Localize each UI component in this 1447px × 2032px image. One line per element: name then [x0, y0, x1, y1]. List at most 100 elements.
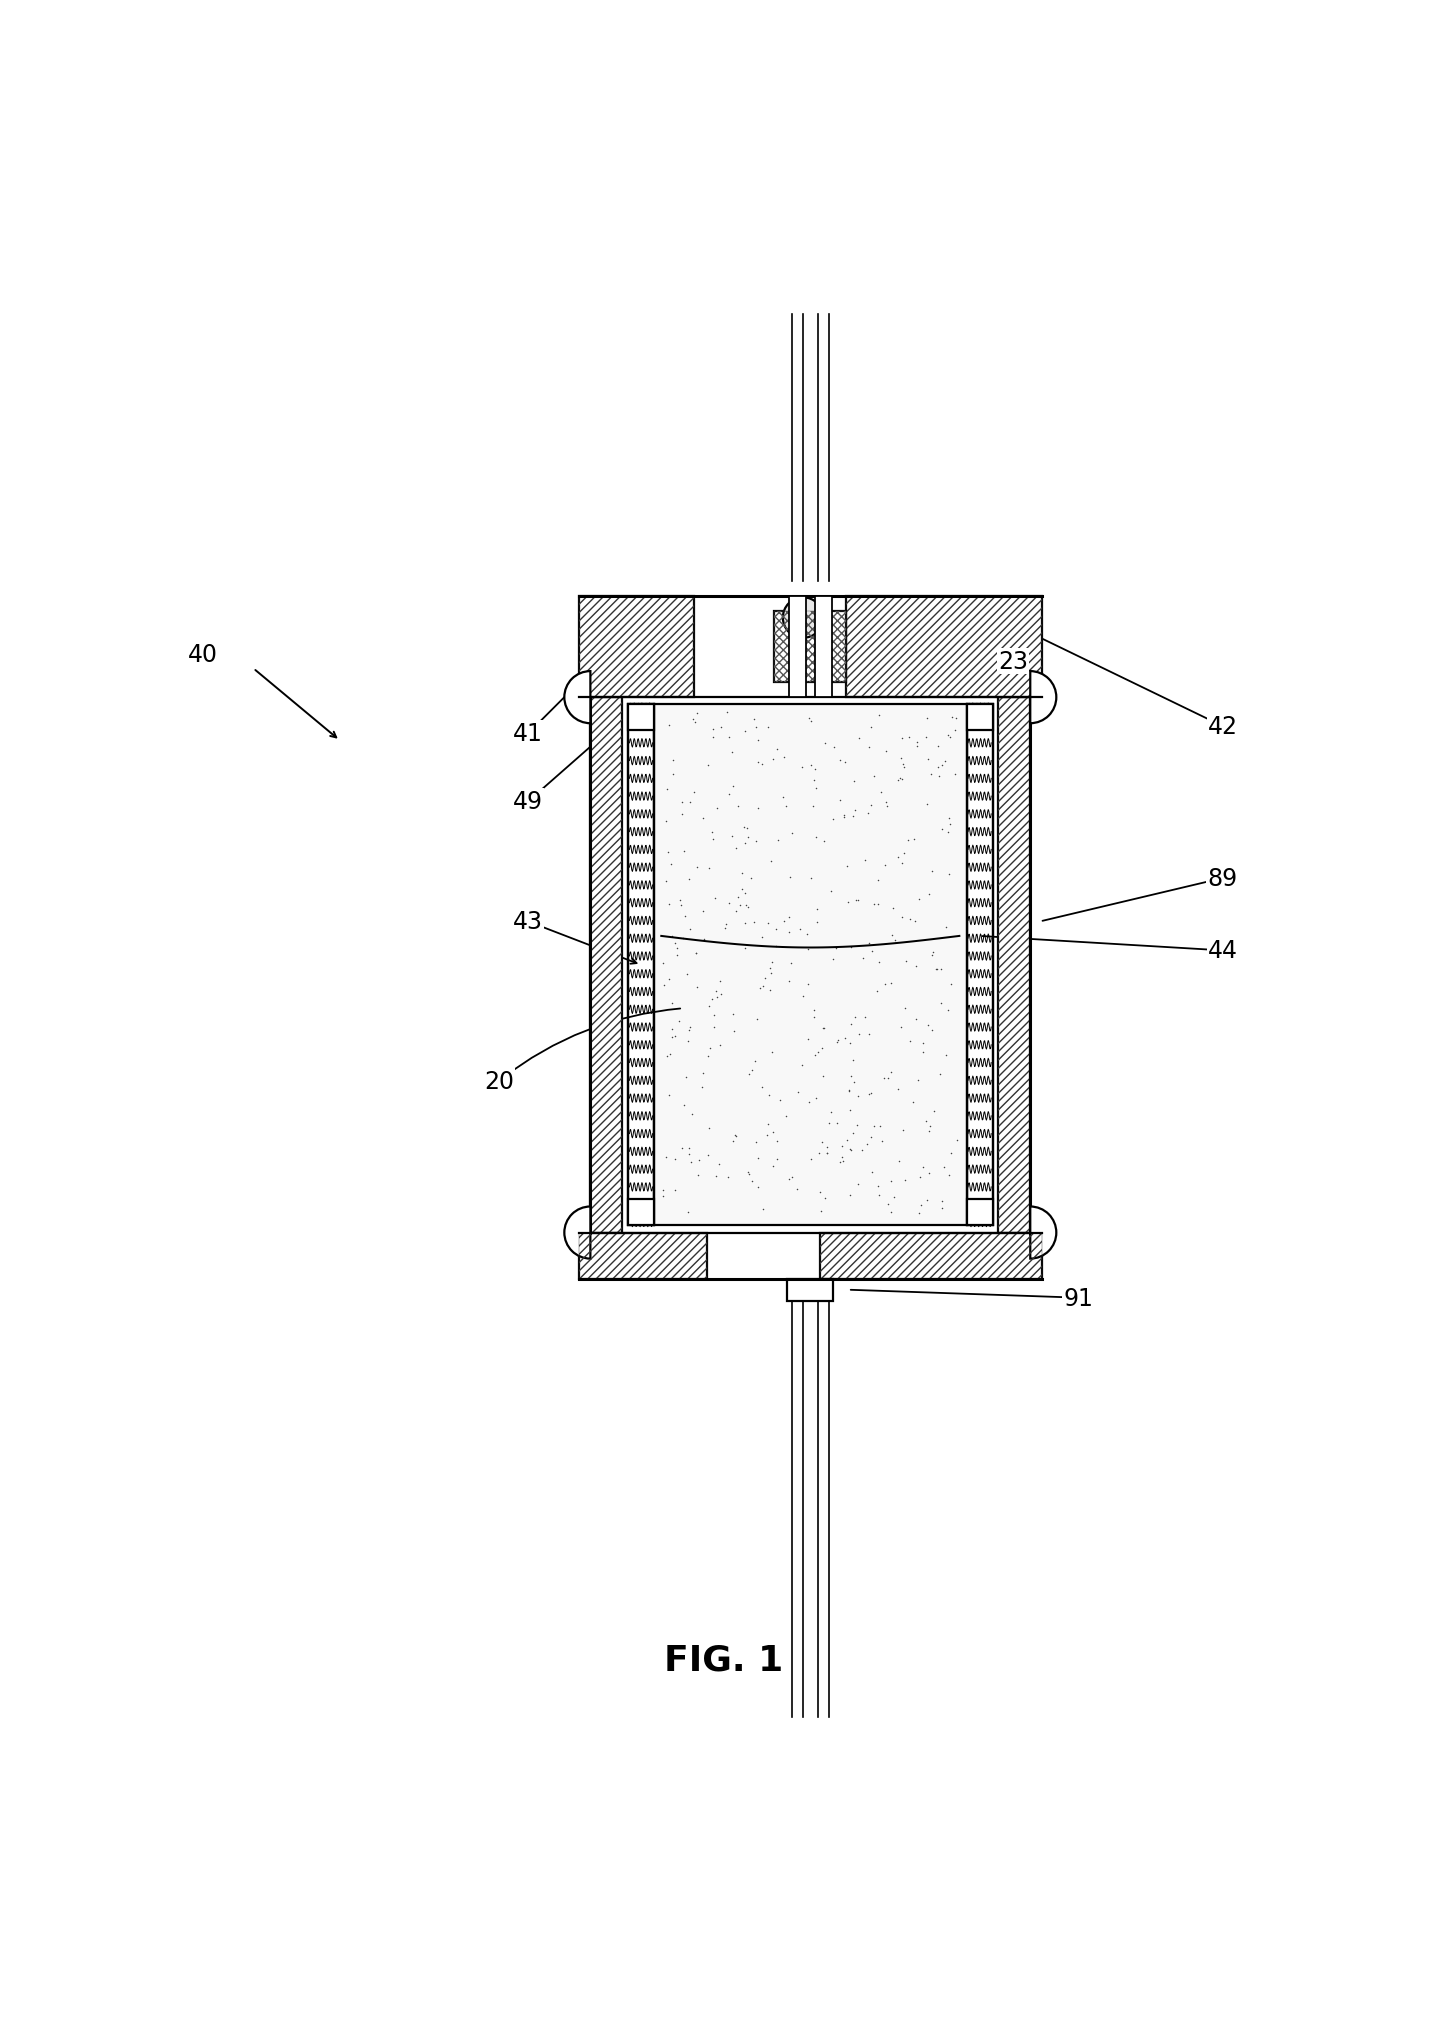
Point: [697, 990, 721, 1022]
Point: [906, 729, 929, 762]
Point: [877, 1063, 900, 1095]
Point: [838, 1179, 861, 1211]
Point: [920, 939, 943, 971]
Wedge shape: [564, 673, 590, 723]
Point: [734, 906, 757, 939]
Point: [867, 1170, 890, 1203]
Point: [891, 1114, 915, 1146]
Point: [812, 1012, 835, 1044]
Point: [943, 758, 967, 790]
Point: [841, 801, 864, 833]
Point: [724, 1120, 747, 1152]
Point: [765, 1142, 789, 1174]
Point: [802, 994, 825, 1026]
Point: [663, 1174, 686, 1207]
Point: [718, 888, 741, 920]
Wedge shape: [564, 1207, 590, 1260]
Point: [835, 1124, 858, 1156]
Point: [705, 975, 728, 1008]
Point: [731, 874, 754, 906]
Point: [771, 782, 794, 815]
Point: [734, 878, 757, 910]
Point: [692, 896, 715, 929]
Point: [891, 748, 915, 780]
Point: [761, 1150, 784, 1183]
Point: [676, 959, 699, 992]
Point: [897, 721, 920, 754]
Point: [941, 701, 964, 734]
Point: [751, 969, 774, 1002]
Point: [760, 957, 783, 990]
Point: [679, 1012, 702, 1044]
Point: [773, 906, 796, 939]
Point: [758, 973, 781, 1006]
Point: [693, 923, 716, 955]
Point: [936, 817, 959, 849]
Point: [803, 1038, 826, 1071]
Point: [690, 1071, 713, 1103]
Point: [939, 967, 962, 1000]
Point: [945, 1124, 968, 1156]
Point: [868, 947, 891, 979]
Point: [825, 933, 848, 965]
Point: [842, 1044, 865, 1077]
Point: [877, 1187, 900, 1219]
Point: [806, 894, 829, 927]
Point: [702, 721, 725, 754]
Point: [929, 1059, 952, 1091]
Point: [836, 886, 860, 918]
Point: [802, 790, 825, 823]
Point: [833, 748, 857, 780]
Point: [683, 776, 706, 809]
Point: [887, 1073, 910, 1105]
Text: 42: 42: [1208, 715, 1237, 740]
Point: [849, 1134, 873, 1166]
Point: [910, 1189, 933, 1221]
Point: [757, 1079, 780, 1112]
Point: [682, 703, 705, 736]
Point: [887, 841, 910, 874]
Point: [822, 732, 845, 764]
Point: [742, 703, 765, 736]
Point: [774, 790, 797, 823]
Point: [861, 1156, 884, 1189]
Point: [907, 884, 930, 916]
Point: [718, 778, 741, 811]
Point: [726, 882, 750, 914]
Bar: [846, 597, 1042, 697]
Point: [810, 1126, 833, 1158]
Point: [654, 805, 677, 837]
Point: [721, 736, 744, 768]
Point: [917, 1158, 941, 1191]
Text: 20: 20: [485, 1069, 514, 1093]
Text: 44: 44: [1208, 939, 1237, 963]
Point: [920, 758, 943, 790]
Point: [670, 786, 693, 819]
Point: [680, 1146, 703, 1179]
Point: [792, 979, 815, 1012]
Point: [813, 727, 836, 760]
Bar: [967, 705, 993, 1225]
Point: [684, 851, 708, 884]
Point: [857, 799, 880, 831]
Point: [702, 1012, 725, 1044]
Point: [826, 1107, 849, 1140]
Point: [917, 1109, 941, 1142]
Circle shape: [783, 597, 823, 638]
Point: [676, 1197, 699, 1229]
Point: [696, 750, 719, 782]
Point: [734, 933, 757, 965]
Point: [705, 981, 728, 1014]
Point: [805, 772, 828, 805]
Point: [854, 1002, 877, 1034]
Point: [819, 876, 842, 908]
Point: [887, 1146, 910, 1179]
Point: [661, 988, 684, 1020]
Point: [935, 912, 958, 945]
Point: [732, 811, 755, 843]
Point: [932, 1150, 955, 1183]
Point: [915, 788, 938, 821]
Point: [655, 1040, 679, 1073]
Point: [800, 750, 823, 782]
Point: [928, 760, 951, 792]
